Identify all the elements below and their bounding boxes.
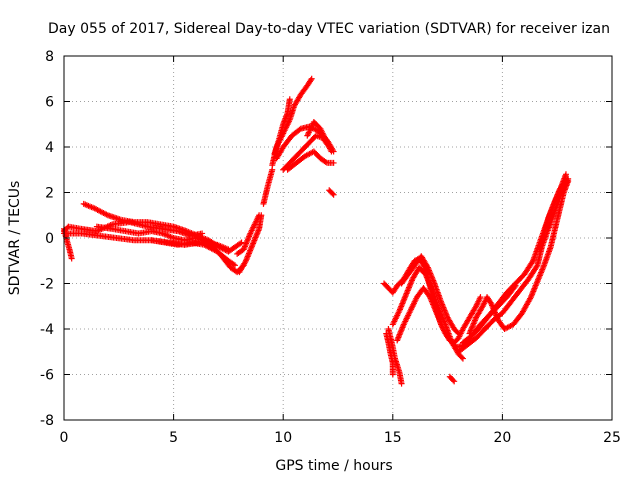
data-point (477, 294, 484, 301)
x-tick-label: 15 (384, 430, 402, 446)
y-axis-label: SDTVAR / TECUs (7, 181, 23, 296)
data-points (61, 75, 572, 387)
x-tick-label: 25 (603, 430, 621, 446)
data-point (286, 96, 293, 103)
grid (64, 56, 612, 420)
y-tick-label: -2 (40, 277, 54, 293)
data-point (330, 191, 337, 198)
y-tick-label: -6 (40, 368, 54, 384)
data-point (459, 355, 466, 362)
chart-title: Day 055 of 2017, Sidereal Day-to-day VTE… (48, 21, 610, 37)
y-tick-label: 8 (45, 49, 54, 65)
data-point (454, 329, 461, 336)
data-point (296, 126, 303, 133)
data-point (258, 212, 265, 219)
data-point (330, 159, 337, 166)
data-point (398, 380, 405, 387)
data-point (450, 377, 457, 384)
plot-frame (63, 55, 613, 421)
y-tick-label: 2 (45, 186, 54, 202)
data-point (329, 190, 336, 197)
data-point (389, 371, 396, 378)
data-point (451, 378, 458, 385)
data-point (458, 354, 465, 361)
x-tick-label: 10 (274, 430, 292, 446)
data-point (231, 262, 238, 269)
x-tick-label: 0 (60, 430, 69, 446)
x-axis-label: GPS time / hours (275, 458, 392, 474)
data-point (308, 75, 315, 82)
y-tick-label: 6 (45, 95, 54, 111)
data-point (68, 255, 75, 262)
axis-ticks: 0 5 10 15 20 25 -8 -6 -4 -2 0 2 4 6 8 (40, 49, 621, 446)
data-point (533, 263, 540, 270)
data-point (238, 239, 245, 246)
data-point (230, 261, 237, 268)
y-tick-label: -8 (40, 413, 54, 429)
data-point (322, 159, 329, 166)
y-tick-label: 4 (45, 140, 54, 156)
data-point (237, 240, 244, 247)
data-point (328, 148, 335, 155)
data-point (307, 77, 314, 84)
y-tick-label: 0 (45, 231, 54, 247)
data-point (562, 171, 569, 178)
data-point (455, 330, 462, 337)
x-tick-label: 5 (169, 430, 178, 446)
y-tick-label: -4 (40, 322, 54, 338)
x-tick-label: 20 (493, 430, 511, 446)
